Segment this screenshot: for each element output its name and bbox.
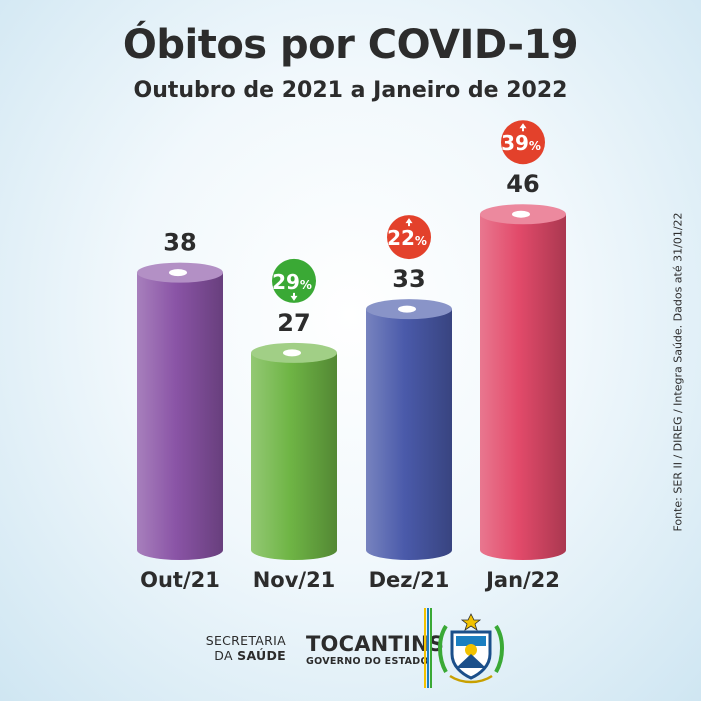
source-note: Fonte: SER II / DIREG / Integra Saúde. D…: [671, 212, 685, 532]
bar-body: [137, 272, 223, 560]
change-badge: 39%: [501, 120, 545, 165]
arrow-up-icon: [519, 123, 527, 132]
state-coat-of-arms-icon: [438, 613, 504, 684]
change-badge-circle: [501, 120, 545, 165]
tick-label: Out/21: [140, 568, 220, 592]
bar-dez-21: [366, 299, 452, 560]
bar-body: [480, 214, 566, 560]
bar-top-highlight: [398, 305, 416, 313]
bar-top-highlight: [512, 210, 530, 218]
bar-nov-21: [251, 342, 337, 560]
secretaria-saude: SAÚDE: [237, 648, 286, 663]
change-badge-circle: [387, 215, 431, 260]
bar-jan-22: [480, 204, 566, 560]
bar-top-highlight: [283, 349, 301, 357]
flag-stripe-yellow: [424, 608, 426, 688]
governo-label: GOVERNO DO ESTADO: [306, 656, 429, 667]
data-label: 38: [163, 229, 196, 257]
change-badge: 29%: [272, 258, 316, 303]
bar-body: [366, 309, 452, 560]
tick-label: Dez/21: [369, 568, 450, 592]
bar-top-highlight: [169, 269, 187, 277]
change-badge-circle: [272, 258, 316, 303]
flag-stripes: [424, 608, 432, 688]
data-label: 27: [277, 309, 310, 337]
bar-out-21: [137, 262, 223, 560]
arrow-up-icon: [405, 218, 413, 227]
tick-label: Jan/22: [484, 568, 560, 592]
secretaria-line1: SECRETARIA: [205, 633, 286, 648]
data-label: 46: [506, 170, 539, 198]
arrow-down-icon: [290, 292, 298, 301]
data-label: 33: [392, 265, 425, 293]
flag-stripe-green: [430, 608, 432, 688]
tick-label: Nov/21: [253, 568, 336, 592]
bar-body: [251, 352, 337, 560]
tocantins-wordmark: TOCANTINS: [306, 632, 445, 656]
flag-stripe-blue: [427, 608, 429, 688]
secretaria-logo: SECRETARIA DA SAÚDE: [196, 633, 286, 663]
change-badge: 22%: [387, 215, 431, 260]
chart-subtitle: Outubro de 2021 a Janeiro de 2022: [133, 78, 568, 103]
secretaria-da: DA: [214, 648, 238, 663]
chart-title: Óbitos por COVID-19: [122, 22, 579, 68]
